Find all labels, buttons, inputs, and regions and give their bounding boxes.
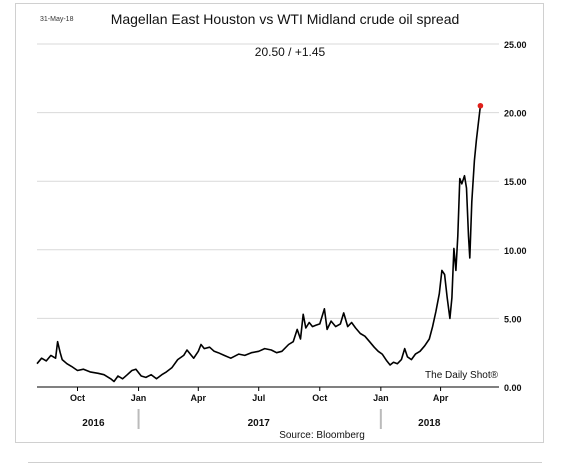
chart-date: 31-May-18 [40,16,74,23]
year-label: 2018 [418,418,441,429]
y-tick-label: 0.00 [504,383,522,393]
series-path [36,105,482,383]
last-value-marker [477,102,484,109]
x-tick-label: Oct [70,393,85,403]
x-axis: Oct Jan Apr Jul Oct Jan Apr 2016 2017 2018 [37,386,499,429]
chart-subtitle: 20.50 / +1.45 [255,45,326,59]
y-tick-label: 5.00 [504,314,522,324]
y-axis-ticks: 0.00 5.00 10.00 15.00 20.00 25.00 [504,40,527,393]
y-tick-label: 20.00 [504,109,527,119]
x-tick-label: Jan [373,393,389,403]
year-label: 2017 [248,418,271,429]
series-line [36,102,484,383]
watermark: The Daily Shot® [425,370,499,381]
bottom-rule [28,462,542,463]
source-note: Source: Bloomberg [279,430,365,441]
year-label: 2016 [82,418,105,429]
chart-title: Magellan East Houston vs WTI Midland cru… [111,11,460,27]
y-tick-label: 25.00 [504,40,527,50]
x-tick-label: Apr [191,393,207,403]
x-tick-label: Apr [433,393,449,403]
x-tick-label: Jan [131,393,147,403]
gridlines [37,43,499,319]
chart-frame [15,3,544,443]
y-tick-label: 10.00 [504,246,527,256]
x-tick-label: Oct [312,393,327,403]
x-tick-label: Jul [252,393,265,403]
y-tick-label: 15.00 [504,177,527,187]
